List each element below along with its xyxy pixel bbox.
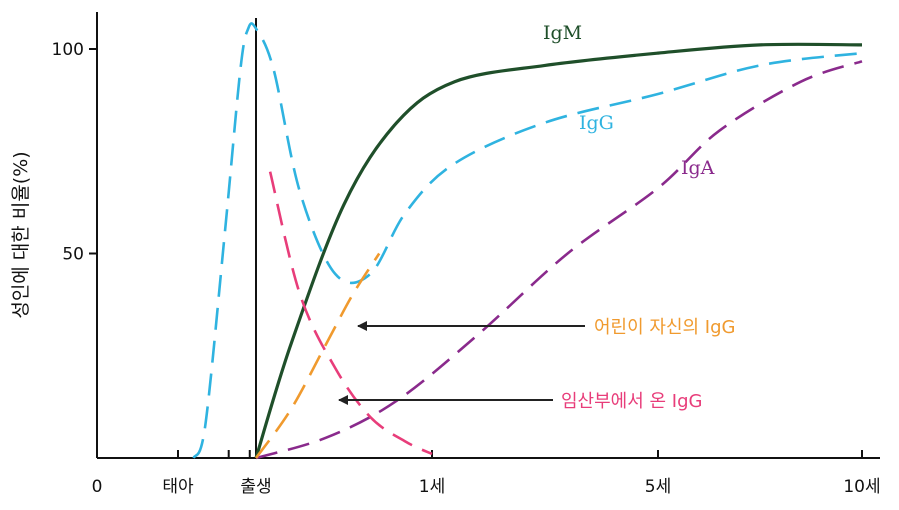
series-line-igg xyxy=(192,22,863,459)
series-lines xyxy=(192,22,863,460)
series-line-igm xyxy=(254,42,863,459)
series-label-igm: IgM xyxy=(543,22,582,44)
x-tick-label-2: 출생 xyxy=(240,477,271,497)
series-line-iga xyxy=(255,60,863,460)
series-line-igg xyxy=(254,252,381,459)
series-line-igg xyxy=(268,171,433,456)
y-tick-label-100: 100 xyxy=(52,40,84,60)
annotation-label-child-igg: 어린이 자신의 IgG xyxy=(594,317,736,338)
y-ticks: 100 50 xyxy=(52,40,97,265)
y-axis-title: 성인에 대한 비율(%) xyxy=(10,151,32,318)
annotation-label-maternal-igg: 임산부에서 온 IgG xyxy=(561,391,703,412)
x-ticks: 0 태아 출생 1세 5세 10세 xyxy=(92,450,881,497)
x-tick-label-0: 0 xyxy=(92,477,103,497)
x-tick-label-3: 1세 xyxy=(419,477,445,497)
y-tick-label-50: 50 xyxy=(62,245,84,265)
x-tick-label-4: 5세 xyxy=(645,477,671,497)
series-label-iga: IgA xyxy=(681,157,715,179)
x-tick-label-5: 10세 xyxy=(843,477,880,497)
x-tick-label-1: 태아 xyxy=(162,477,194,497)
series-label-igg: IgG xyxy=(579,112,614,134)
